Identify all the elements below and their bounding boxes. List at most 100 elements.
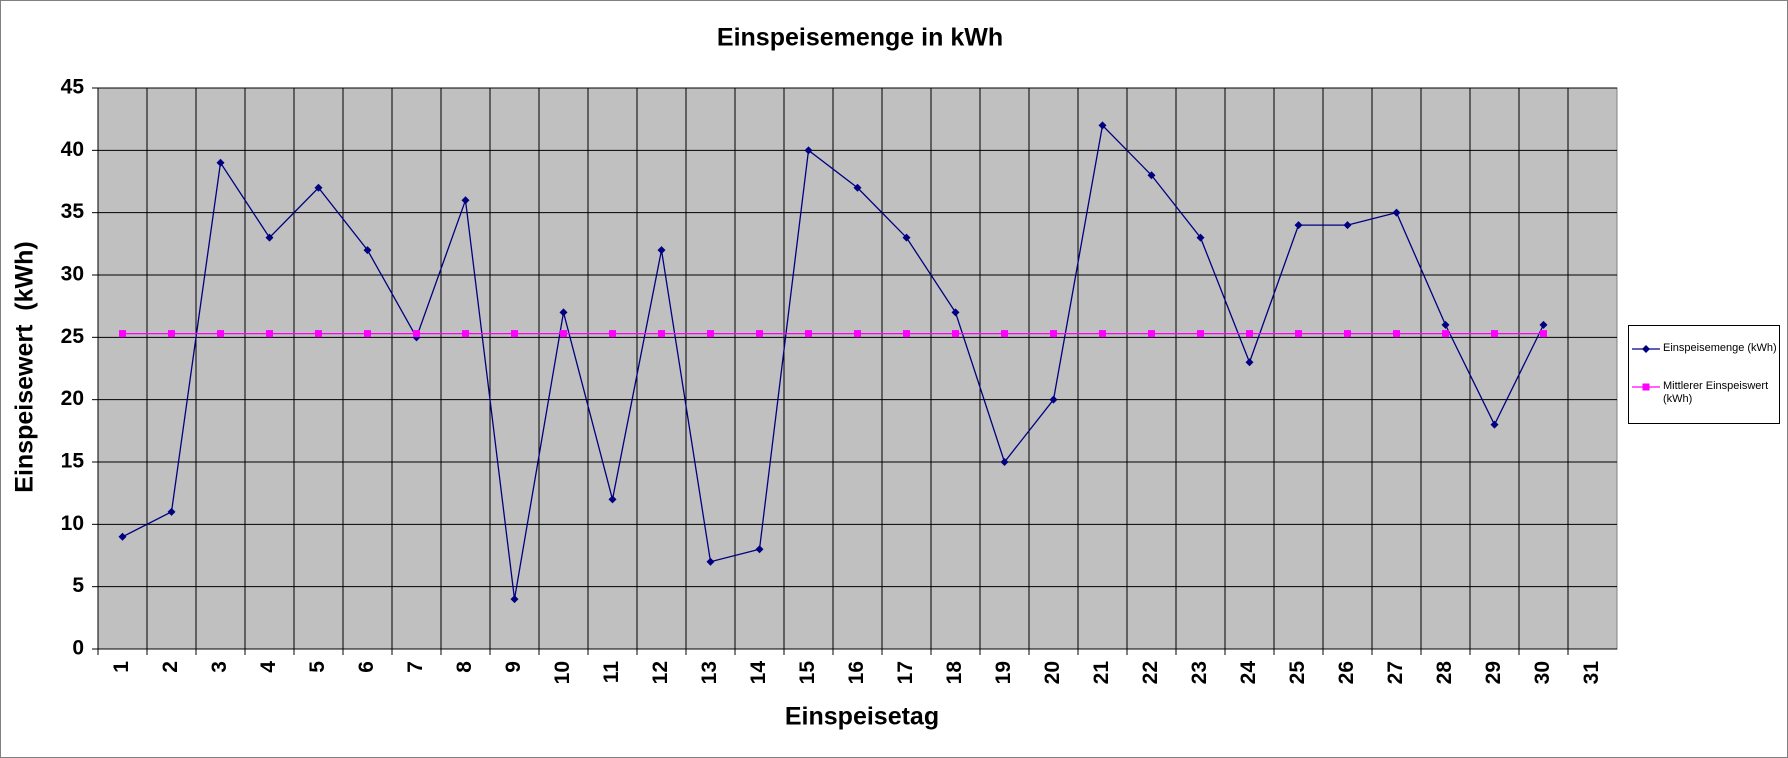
x-tick-label: 24 — [1237, 661, 1260, 685]
data-point — [462, 330, 469, 338]
data-point — [657, 246, 666, 255]
x-tick-label: 12 — [649, 661, 672, 684]
data-point — [854, 330, 861, 338]
legend-label: Mittlerer Einspeiswert (kWh) — [1663, 380, 1769, 405]
data-point — [1196, 233, 1205, 242]
data-point — [1294, 221, 1303, 230]
data-point — [364, 330, 371, 338]
data-point — [756, 330, 763, 338]
data-point — [1393, 330, 1400, 338]
data-point — [1000, 458, 1009, 466]
x-tick-label: 5 — [306, 661, 329, 673]
legend-item: Mittlerer Einspeiswert (kWh) — [1629, 380, 1779, 410]
data-point — [707, 330, 714, 338]
x-tick-label: 1 — [110, 661, 133, 673]
legend-item: Einspeisemenge (kWh) — [1629, 342, 1779, 372]
y-tick-label: 0 — [72, 637, 84, 660]
data-point — [511, 330, 518, 338]
y-tick-label: 30 — [61, 263, 84, 286]
y-tick-label: 25 — [61, 325, 85, 348]
data-point — [363, 246, 372, 255]
x-tick-label: 20 — [1041, 661, 1064, 684]
x-tick-label: 19 — [992, 661, 1015, 684]
y-axis-label: Einspeisewert (kWh) — [11, 241, 39, 492]
data-point — [1392, 208, 1401, 217]
data-point — [216, 158, 225, 167]
data-point — [902, 233, 911, 242]
data-point — [1343, 221, 1352, 230]
data-point — [609, 330, 616, 338]
data-point — [1295, 330, 1302, 338]
legend-marker — [1642, 383, 1650, 391]
data-point — [1539, 320, 1548, 329]
data-point — [1147, 171, 1156, 180]
x-tick-label: 8 — [453, 661, 476, 673]
data-point — [119, 330, 126, 338]
x-tick-label: 13 — [698, 661, 721, 684]
x-tick-label: 27 — [1384, 661, 1407, 684]
series-line — [122, 124, 1545, 600]
data-point — [315, 330, 322, 338]
x-tick-label: 16 — [845, 661, 868, 684]
data-point — [168, 330, 175, 338]
plot-area — [97, 87, 1618, 650]
data-point — [314, 183, 323, 192]
x-tick-label: 9 — [502, 661, 525, 673]
x-tick-label: 3 — [208, 661, 231, 673]
data-point — [560, 330, 567, 338]
data-point — [1490, 420, 1499, 429]
data-point — [510, 595, 519, 604]
data-point — [167, 507, 176, 516]
legend-marker — [1642, 345, 1650, 353]
data-point — [1050, 330, 1057, 338]
data-point — [559, 308, 568, 317]
data-point — [1245, 358, 1254, 367]
legend-swatch — [1632, 345, 1660, 353]
x-tick-label: 25 — [1286, 661, 1309, 685]
data-point — [1049, 395, 1058, 404]
data-point — [266, 330, 273, 338]
x-tick-label: 17 — [894, 661, 917, 684]
x-tick-label: 30 — [1531, 661, 1554, 684]
data-point — [755, 545, 764, 554]
x-tick-label: 18 — [943, 661, 966, 685]
x-tick-label: 2 — [159, 661, 182, 673]
data-point — [1148, 330, 1155, 338]
x-tick-label: 26 — [1335, 661, 1358, 684]
x-tick-label: 4 — [257, 661, 280, 673]
legend-swatch — [1632, 383, 1660, 391]
data-point — [1197, 330, 1204, 338]
data-point — [413, 330, 420, 338]
x-tick-label: 28 — [1433, 661, 1456, 685]
data-point — [1442, 330, 1449, 338]
y-tick-label: 15 — [61, 450, 85, 473]
data-point — [952, 330, 959, 338]
data-point — [1491, 330, 1498, 338]
data-point — [1540, 330, 1547, 338]
data-point — [461, 196, 470, 205]
legend: Einspeisemenge (kWh) Mittlerer Einspeiswe… — [1628, 325, 1780, 424]
data-point — [1001, 330, 1008, 338]
y-tick-label: 5 — [72, 574, 84, 597]
x-tick-label: 29 — [1482, 661, 1505, 684]
data-point — [658, 330, 665, 338]
data-point — [903, 330, 910, 338]
x-axis-label: Einspeisetag — [785, 703, 939, 731]
x-tick-label: 31 — [1580, 661, 1603, 685]
x-tick-label: 14 — [747, 661, 770, 685]
data-point — [853, 183, 862, 192]
data-point — [265, 233, 274, 242]
chart-title: Einspeisemenge in kWh — [717, 24, 1003, 52]
data-point — [805, 330, 812, 338]
y-tick-label: 45 — [61, 76, 85, 99]
y-tick-label: 35 — [61, 200, 85, 223]
x-tick-label: 23 — [1188, 661, 1211, 684]
y-tick-label: 10 — [61, 512, 84, 535]
data-point — [1441, 320, 1450, 329]
y-tick-label: 40 — [61, 138, 84, 161]
x-tick-label: 21 — [1090, 661, 1113, 685]
data-point — [118, 532, 127, 541]
data-point — [608, 495, 617, 504]
